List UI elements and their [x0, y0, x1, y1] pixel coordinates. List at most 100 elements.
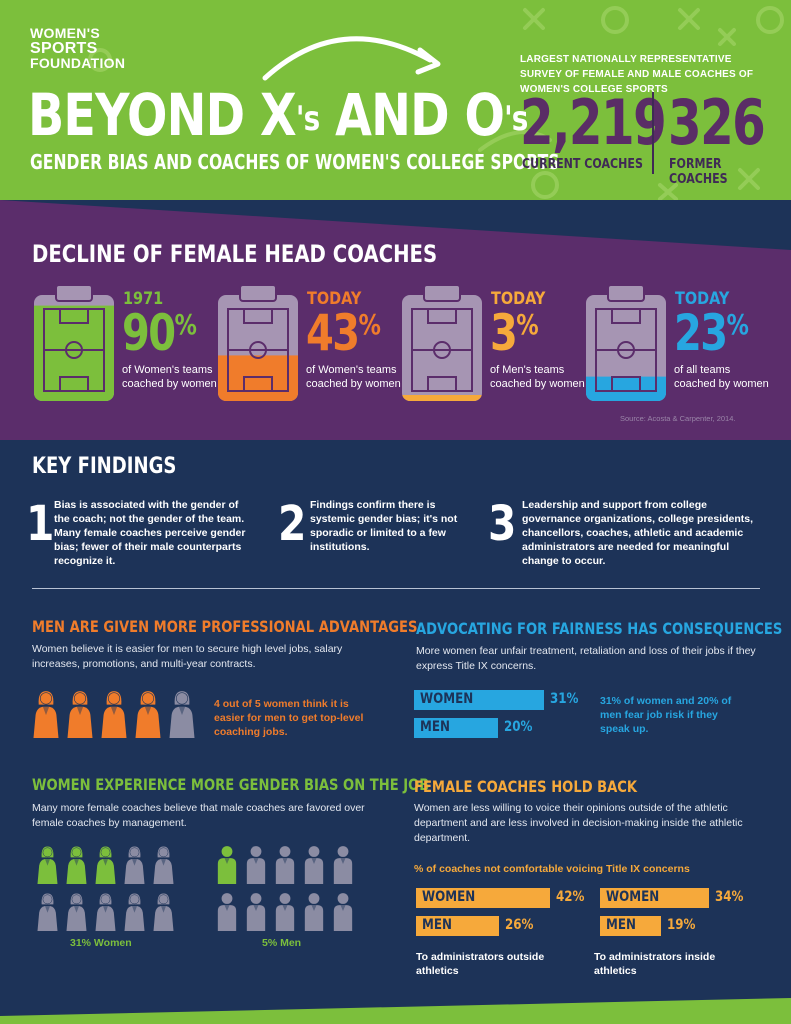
- percent-unit: %: [516, 308, 538, 341]
- decline-year: TODAY: [307, 289, 362, 309]
- person-icon: [246, 846, 266, 884]
- decline-year: 1971: [123, 289, 164, 309]
- fairness-title: ADVOCATING FOR FAIRNESS HAS CONSEQUENCES: [416, 619, 783, 638]
- clipboard-icon: [586, 285, 666, 401]
- logo-line: FOUNDATION: [30, 55, 126, 71]
- section-divider: [32, 588, 760, 589]
- current-coaches-count: 2,219: [520, 86, 667, 159]
- person-icon: [246, 893, 266, 931]
- bar-label: WOMEN: [420, 691, 474, 707]
- person-icon: [304, 893, 324, 931]
- title-sup: 's: [504, 99, 528, 139]
- person-icon: [275, 846, 295, 884]
- decline-year: TODAY: [675, 289, 730, 309]
- percent-value: 43: [306, 304, 360, 362]
- holdback-title: FEMALE COACHES HOLD BACK: [414, 777, 638, 796]
- percent-unit: %: [174, 308, 196, 341]
- percent-unit: %: [358, 308, 380, 341]
- former-coaches-label: FORMER COACHES: [669, 157, 728, 187]
- woman-icon: [67, 691, 93, 738]
- decline-title: DECLINE OF FEMALE HEAD COACHES: [32, 240, 438, 268]
- fairness-note: 31% of women and 20% of men fear job ris…: [600, 695, 732, 735]
- playbook-sketch-decoration: [88, 6, 784, 200]
- percent-value: 3: [490, 304, 518, 362]
- current-coaches-label: CURRENT COACHES: [522, 157, 643, 172]
- bar-value: 42%: [556, 889, 585, 905]
- finding-number: 1: [26, 496, 55, 552]
- bar-label: MEN: [420, 719, 450, 735]
- woman-icon: [153, 846, 174, 884]
- decline-description: of Women's teams coached by women: [306, 364, 401, 390]
- bar-label: WOMEN: [422, 889, 476, 905]
- finding-text: Findings confirm there is systemic gende…: [310, 499, 458, 553]
- decline-description: of Men's teams coached by women: [490, 364, 585, 390]
- woman-icon: [169, 691, 195, 738]
- title-part: AND O: [319, 81, 505, 149]
- decline-percent: 43%: [306, 304, 381, 362]
- woman-icon: [37, 846, 58, 884]
- finding-number: 3: [488, 496, 517, 552]
- bar: [416, 916, 500, 936]
- percent-value: 90: [122, 304, 176, 362]
- person-icon: [275, 893, 295, 931]
- header-banner: WOMEN'S SPORTS FOUNDATION BEYOND X's AND…: [0, 0, 791, 200]
- stat-divider: [652, 92, 654, 174]
- person-icon: [333, 846, 353, 884]
- men-bias-label: 5% Men: [262, 937, 302, 949]
- holdback-subtitle: % of coaches not comfortable voicing Tit…: [414, 863, 690, 875]
- holdback-body: Women are less willing to voice their op…: [414, 802, 743, 844]
- bar: [414, 690, 545, 710]
- source-note: Source: Acosta & Carpenter, 2014.: [620, 414, 736, 423]
- advantages-body: Women believe it is easier for men to se…: [32, 643, 343, 670]
- bottom-strip: [0, 998, 791, 1024]
- woman-icon: [124, 846, 145, 884]
- decline-description: of Women's teams coached by women: [122, 364, 217, 390]
- holdback-caption: To administrators inside athletics: [594, 951, 716, 977]
- advantages-note: 4 out of 5 women think it is easier for …: [214, 698, 364, 738]
- finding-text: Bias is associated with the gender of th…: [54, 499, 246, 567]
- bar: [600, 888, 709, 908]
- woman-icon: [101, 691, 127, 738]
- bar-label: MEN: [422, 917, 452, 933]
- clipboard-icon: [34, 285, 114, 401]
- bar-label: MEN: [606, 917, 636, 933]
- finding-text: Leadership and support from college gove…: [522, 499, 754, 567]
- bar-value: 20%: [504, 719, 533, 735]
- clipboard-icon: [218, 285, 298, 401]
- woman-icon: [135, 691, 161, 738]
- logo-line: SPORTS: [30, 40, 98, 57]
- men-bias-pictogram: [214, 844, 364, 931]
- holdback-caption: To administrators outside athletics: [416, 951, 545, 977]
- woman-icon: [66, 893, 87, 931]
- finding-number: 2: [278, 496, 307, 552]
- decline-section: [0, 200, 791, 440]
- percent-unit: %: [726, 308, 748, 341]
- former-coaches-count: 326: [668, 86, 766, 159]
- key-findings-title: KEY FINDINGS: [32, 454, 177, 479]
- woman-icon: [95, 846, 116, 884]
- woman-icon: [153, 893, 174, 931]
- person-icon: [217, 893, 237, 931]
- advantages-title: MEN ARE GIVEN MORE PROFESSIONAL ADVANTAG…: [32, 617, 418, 636]
- woman-icon: [37, 893, 58, 931]
- bar-label: WOMEN: [606, 889, 660, 905]
- bar: [416, 888, 551, 908]
- bias-title: WOMEN EXPERIENCE MORE GENDER BIAS ON THE…: [32, 775, 430, 794]
- women-bias-pictogram: [34, 844, 184, 931]
- decline-percent: 3%: [490, 304, 539, 362]
- advantages-pictogram: [30, 688, 205, 738]
- title-sup: 's: [295, 99, 320, 139]
- person-icon: [304, 846, 324, 884]
- decline-percent: 23%: [674, 304, 749, 362]
- percent-value: 23: [674, 304, 728, 362]
- clipboard-icon: [402, 285, 482, 401]
- survey-description: LARGEST NATIONALLY REPRESENTATIVE SURVEY…: [520, 54, 754, 95]
- bar-value: 26%: [505, 917, 534, 933]
- bar: [414, 718, 498, 738]
- decline-year: TODAY: [491, 289, 546, 309]
- women-bias-label: 31% Women: [70, 937, 132, 949]
- bar-value: 31%: [550, 691, 579, 707]
- woman-icon: [66, 846, 87, 884]
- woman-icon: [124, 893, 145, 931]
- bar-value: 19%: [666, 917, 696, 933]
